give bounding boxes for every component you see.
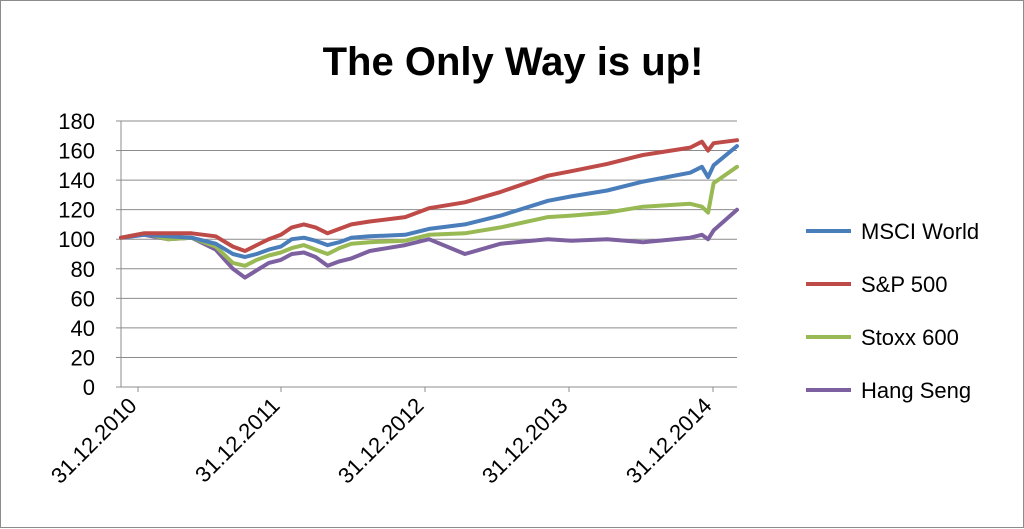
- x-tick-label: 31.12.2010: [46, 393, 142, 489]
- legend-label: MSCI World: [861, 219, 979, 244]
- series-line-stoxx-600: [119, 164, 739, 268]
- series-line-hang-seng: [119, 207, 739, 280]
- y-tick-label: 80: [71, 257, 95, 282]
- y-tick-label: 120: [58, 198, 95, 223]
- chart-title: The Only Way is up!: [323, 40, 704, 84]
- gridlines: [121, 120, 737, 388]
- y-tick-label: 140: [58, 168, 95, 193]
- y-tick-label: 40: [71, 316, 95, 341]
- series-line-msci-world: [119, 144, 739, 259]
- y-tick-label: 160: [58, 139, 95, 164]
- legend-label: Hang Seng: [861, 378, 971, 403]
- x-axis: 31.12.2010 31.12.2011 31.12.2012 31.12.2013…: [46, 387, 717, 488]
- y-tick-label: 0: [83, 375, 95, 400]
- x-tick-label: 31.12.2013: [477, 393, 573, 489]
- y-axis: 0 20 40 60 80 100 120 140 160 180: [58, 109, 122, 400]
- series-line-s-p-500: [119, 138, 739, 253]
- legend: MSCI World S&P 500 Stoxx 600 Hang Seng: [806, 219, 979, 403]
- series-lines: [119, 138, 739, 280]
- y-tick-label: 20: [71, 345, 95, 370]
- legend-label: Stoxx 600: [861, 325, 959, 350]
- x-tick-label: 31.12.2012: [333, 393, 429, 489]
- y-tick-label: 60: [71, 286, 95, 311]
- x-tick-label: 31.12.2011: [190, 393, 284, 487]
- legend-label: S&P 500: [861, 272, 947, 297]
- y-tick-label: 100: [58, 227, 95, 252]
- x-tick-label: 31.12.2014: [621, 393, 717, 489]
- y-tick-label: 180: [58, 109, 95, 134]
